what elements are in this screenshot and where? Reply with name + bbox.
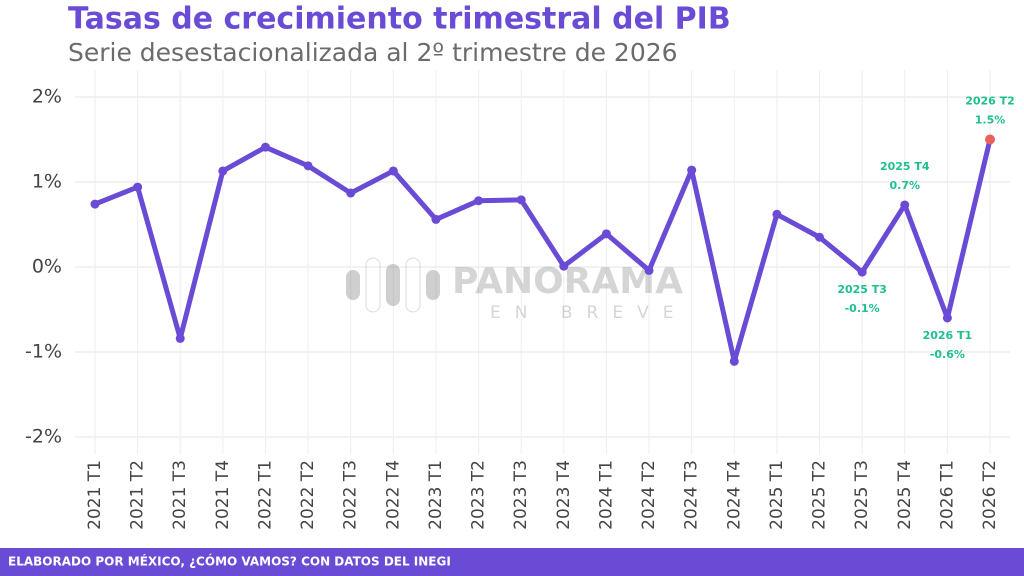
point	[644, 265, 654, 275]
y-tick-label: -1%	[25, 341, 62, 363]
x-tick-label: 2024 T1	[596, 460, 616, 530]
x-tick-label: 2021 T2	[128, 460, 148, 530]
x-tick-label: 2025 T4	[895, 460, 915, 530]
point	[175, 333, 185, 343]
x-tick-label: 2021 T1	[85, 460, 105, 530]
x-tick-label: 2022 T4	[383, 460, 403, 530]
annotation-label: 2025 T4	[880, 160, 930, 173]
annotation-label: 2026 T1	[923, 329, 973, 342]
value-label: -0.1%	[845, 302, 880, 315]
footer-text: ELABORADO POR MÉXICO, ¿CÓMO VAMOS? CON D…	[8, 554, 451, 569]
x-tick-label: 2025 T2	[810, 460, 830, 530]
point	[815, 232, 825, 242]
point	[772, 209, 782, 219]
point	[601, 229, 611, 239]
value-label: 1.5%	[975, 114, 1006, 127]
chart-subtitle: Serie desestacionalizada al 2º trimestre…	[68, 38, 678, 67]
point	[474, 196, 484, 206]
y-tick-label: 2%	[32, 86, 62, 108]
point	[516, 195, 526, 205]
watermark-icon	[346, 270, 360, 300]
watermark-icon	[426, 270, 440, 300]
x-tick-label: 2025 T3	[852, 460, 872, 530]
x-tick-label: 2023 T2	[469, 460, 489, 530]
point	[857, 267, 867, 277]
watermark-icon	[365, 257, 381, 313]
point	[431, 214, 441, 224]
x-tick-label: 2022 T1	[255, 460, 275, 530]
watermark-icon	[386, 264, 400, 306]
y-tick-label: 1%	[32, 171, 62, 193]
x-tick-label: 2024 T3	[682, 460, 702, 530]
value-label: 0.7%	[890, 179, 921, 192]
x-tick-label: 2021 T3	[170, 460, 190, 530]
point	[90, 199, 100, 209]
point	[942, 313, 952, 323]
x-tick-label: 2023 T1	[426, 460, 446, 530]
x-tick-label: 2023 T4	[554, 460, 574, 530]
y-tick-label: 0%	[32, 256, 62, 278]
point	[729, 356, 739, 366]
annotation-label: 2025 T3	[837, 283, 887, 296]
point	[260, 142, 270, 152]
line	[94, 138, 993, 364]
point	[900, 200, 910, 210]
point	[303, 161, 313, 171]
x-tick-label: 2024 T4	[724, 460, 744, 530]
point	[687, 165, 697, 175]
value-label: -0.6%	[930, 348, 965, 361]
point	[346, 188, 356, 198]
x-tick-label: 2024 T2	[639, 460, 659, 530]
point	[388, 166, 398, 176]
x-tick-label: 2022 T2	[298, 460, 318, 530]
chart-title: Tasas de crecimiento trimestral del PIB	[68, 2, 731, 37]
watermark-text: EN BREVE	[490, 303, 687, 323]
point	[218, 166, 228, 176]
point	[985, 134, 995, 145]
x-tick-label: 2022 T3	[341, 460, 361, 530]
point	[133, 182, 143, 192]
point	[559, 261, 569, 271]
x-tick-label: 2026 T2	[980, 460, 1000, 530]
watermark-icon	[405, 257, 421, 313]
x-tick-label: 2021 T4	[213, 460, 233, 530]
footer-bar	[0, 548, 1024, 576]
x-tick-label: 2023 T3	[511, 460, 531, 530]
x-tick-label: 2025 T1	[767, 460, 787, 530]
y-tick-label: -2%	[25, 426, 62, 448]
x-tick-label: 2026 T1	[937, 460, 957, 530]
annotation-label: 2026 T2	[965, 95, 1015, 108]
